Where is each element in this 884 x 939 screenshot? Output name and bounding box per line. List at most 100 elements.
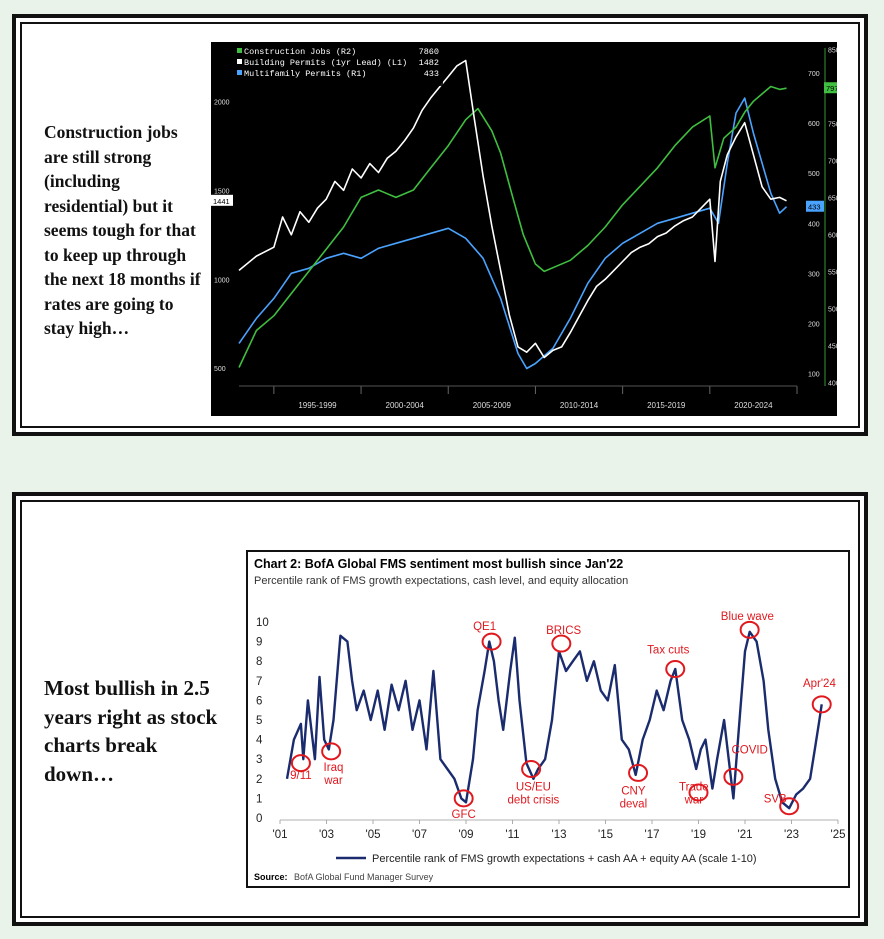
annotation-label-line: debt crisis [508,795,560,807]
left-tick-label: 1500 [214,188,230,195]
legend-label: Construction Jobs (R2) [244,47,356,57]
legend-label: Percentile rank of FMS growth expectatio… [372,853,757,865]
annotation-label-line: Iraq [324,762,344,774]
legend-swatch [237,70,242,75]
r2-tick-label: 5500 [828,269,837,276]
r1-badge-bg [806,200,824,212]
left-tick-label: 2000 [214,99,230,106]
legend-value: 1482 [419,58,439,68]
annotation-label: Iraq war [323,762,343,787]
annotation-circle [551,634,572,653]
r2-tick-label: 7000 [828,158,837,165]
y-tick-label: 7 [256,676,262,688]
annotation-circle [811,695,832,714]
annotation-label: SVB [764,793,787,805]
y-tick-label: 3 [256,754,262,766]
annotation-label-line: Blue wave [721,611,774,623]
panel-construction-inner: Construction jobs are still strong (incl… [16,18,864,432]
annotation-circle [453,789,474,808]
r1-tick-label: 400 [808,221,820,228]
y-tick-label: 5 [256,715,262,727]
construction-chart: 1995-1999 2000-2004 2005-2009 2010-2014 2015… [211,42,846,416]
annotation-label: Blue wave [721,611,774,623]
x-tick-label: 2020-2024 [734,401,773,410]
y-tick-label: 2 [256,774,262,786]
x-tick-label: '19 [691,829,706,841]
series-line [238,85,787,368]
annotation-label-line: CNY [621,786,646,798]
annotation-circle [739,620,760,639]
r2-tick-label: 6000 [828,232,837,239]
annotation-label-line: war [684,795,704,807]
annotation-circle [321,742,342,761]
y-tick-label: 1 [256,793,262,805]
annotation-label-line: Apr'24 [803,678,836,690]
construction-chart-svg: 1995-1999 2000-2004 2005-2009 2010-2014 2015… [211,44,846,410]
y-tick-label: 0 [256,813,262,825]
y-tick-label: 6 [256,695,262,707]
annotation-circle [521,760,542,778]
annotation-circle [723,767,744,786]
annotation-circle [779,797,800,816]
annotation-label: CNY deval [620,786,648,811]
left-badge-label: 1441 [213,197,230,206]
left-tick-label: 500 [214,366,226,373]
x-tick-label: '13 [552,829,567,841]
annotation-label-line: war [323,775,343,787]
x-tick-label: '05 [366,829,381,841]
r1-tick-label: 600 [808,121,820,128]
annotation-circle [290,754,311,773]
y-tick-label: 10 [256,617,269,629]
annotation-label-line: COVID [731,744,767,756]
y-tick-label: 8 [256,656,262,668]
panel-construction: Construction jobs are still strong (incl… [12,14,868,436]
r2-tick-label: 7500 [828,121,837,128]
r1-tick-label: 300 [808,271,820,278]
annotation-label: Tax cuts [647,644,689,656]
left-tick-label: 1000 [214,277,230,284]
x-tick-label: '25 [831,829,846,841]
x-tick-label: 1995-1999 [298,401,337,410]
fms-series-line [285,630,823,810]
annotation-label: QE1 [473,621,496,633]
x-tick-label: '07 [412,829,427,841]
r1-tick-label: 200 [808,321,820,328]
fms-chart-svg: Chart 2: BofA Global FMS sentiment most … [254,557,846,882]
x-tick-label: 2015-2019 [647,401,686,410]
fms-chart: Chart 2: BofA Global FMS sentiment most … [246,550,850,888]
annotation-label: Apr'24 [803,678,836,690]
r2-badge-bg [824,82,846,94]
legend-value: 433 [424,69,439,79]
annotation-label-line: BRICS [546,625,581,637]
r1-tick-label: 700 [808,71,820,78]
chart-title: Chart 2: BofA Global FMS sentiment most … [254,557,623,571]
x-tick-label: '15 [598,829,613,841]
r2-tick-label: 4500 [828,343,837,350]
legend-label: Multifamily Permits (R1) [244,69,366,79]
chart-subtitle: Percentile rank of FMS growth expectatio… [254,575,628,587]
legend-label: Building Permits (1yr Lead) (L1) [244,58,407,68]
annotation-circle [665,660,686,679]
r2-badge-label: 7976 [826,84,837,93]
source-label: Source: [254,872,288,882]
caption-fms: Most bullish in 2.5 years right as stock… [44,676,218,786]
annotation-label: BRICS [546,625,581,637]
annotation-label-line: GFC [452,809,476,821]
annotation-label: GFC [452,809,476,821]
annotation-label-line: Trade [679,782,709,794]
annotation-circle [688,783,709,802]
annotation-label: 9/11 [290,770,312,782]
annotation-label-line: US/EU [516,782,551,794]
r1-tick-label: 500 [808,171,820,178]
annotation-label-line: 9/11 [290,770,312,782]
annotation-label-line: Tax cuts [647,644,689,656]
annotation-label: Trade war [679,782,709,807]
annotation-label-line: SVB [764,793,787,805]
legend-value: 7860 [419,47,439,57]
annotation-label: US/EU debt crisis [508,782,560,807]
x-tick-label: '03 [319,829,334,841]
legend-swatch [237,59,242,64]
annotation-circle [628,763,649,782]
source-text: BofA Global Fund Manager Survey [294,872,434,882]
r2-tick-label: 5000 [828,306,837,313]
